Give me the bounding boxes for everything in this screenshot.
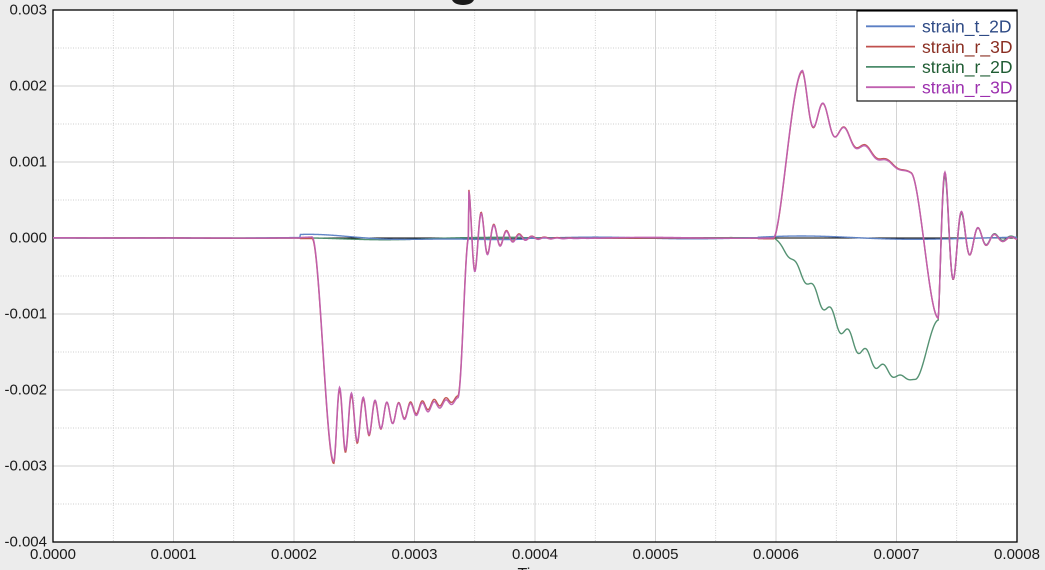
svg-text:strain_t_2D: strain_t_2D [922,17,1012,38]
svg-text:strain_r_2D: strain_r_2D [922,57,1012,78]
svg-text:strain_r_3D: strain_r_3D [922,37,1012,58]
svg-text:strain_r_3D: strain_r_3D [922,77,1012,98]
